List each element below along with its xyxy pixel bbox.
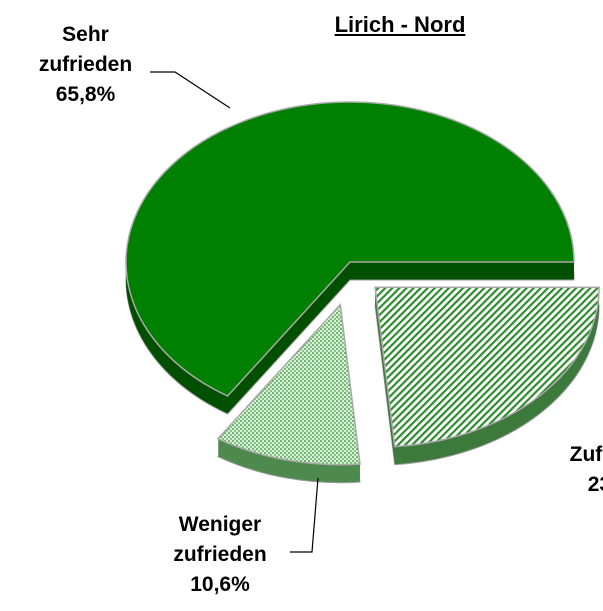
label: Zufrieden 23,6% [550,440,603,500]
pie-slice [125,101,575,397]
value-label: 65,8% [55,83,116,106]
value-label: 10,6% [190,573,250,596]
leader-line [150,71,231,109]
category-label: Weniger zufrieden [173,513,267,566]
category-label: Zufrieden [569,443,603,466]
label: Weniger zufrieden 10,6% [150,510,290,600]
leader-line [290,477,319,553]
label: Sehr zufrieden 65,8% [18,20,153,110]
pie-slice [216,302,361,466]
chart-title: Lirich - Nord [334,12,466,37]
value-label: 23,6% [587,473,603,496]
pie-slice [374,286,600,448]
category-label: Sehr zufrieden [38,23,133,76]
